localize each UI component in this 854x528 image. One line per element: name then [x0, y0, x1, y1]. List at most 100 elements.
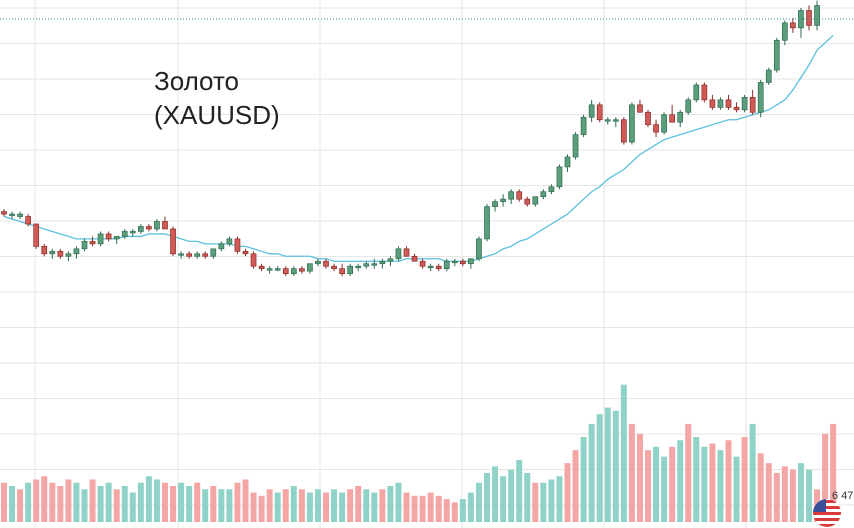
candle	[653, 119, 659, 138]
volume-bar	[81, 489, 88, 522]
volume-bar	[733, 456, 740, 522]
candle-body	[65, 253, 72, 257]
candle	[612, 117, 619, 128]
candle-body	[709, 99, 716, 108]
candle-body	[484, 206, 490, 240]
volume-bar	[210, 486, 217, 522]
candle-body	[73, 248, 80, 255]
candle	[693, 82, 700, 103]
volume-bars	[1, 384, 837, 522]
candle-body	[492, 201, 498, 207]
candle	[500, 194, 506, 207]
candle-body	[170, 228, 176, 255]
candle-body	[363, 263, 370, 267]
candle-body	[138, 226, 144, 232]
volume-bar	[250, 492, 257, 522]
candle-body	[653, 124, 659, 133]
candle	[717, 97, 724, 110]
volume-bar	[717, 450, 724, 522]
candle	[371, 258, 378, 269]
volume-bar	[797, 463, 804, 522]
candle	[162, 216, 168, 230]
candle-body	[234, 238, 241, 252]
volume-bar	[258, 495, 265, 522]
volume-bar	[661, 456, 668, 522]
candle-body	[814, 5, 820, 26]
volume-bar	[218, 489, 225, 522]
volume-bar	[266, 489, 273, 522]
volume-bar	[371, 492, 378, 522]
candle	[186, 251, 192, 259]
candle-body	[500, 198, 506, 203]
volume-bar	[556, 476, 563, 522]
volume-bar	[435, 495, 442, 522]
volume-bar	[572, 450, 579, 522]
volume-bar	[725, 440, 732, 522]
volume-bar	[677, 440, 684, 522]
candle	[765, 67, 772, 85]
candle	[274, 266, 281, 272]
candle	[701, 82, 708, 103]
candle-body	[355, 265, 362, 269]
candle-body	[129, 231, 136, 234]
candle	[282, 266, 289, 277]
candle	[508, 189, 514, 205]
volume-bar	[508, 469, 515, 522]
candle-body	[604, 119, 611, 122]
candle-body	[443, 260, 450, 270]
candle	[596, 102, 603, 123]
volume-bar	[162, 482, 168, 522]
candle-body	[282, 268, 289, 275]
candle-body	[218, 243, 225, 250]
candle-body	[798, 10, 804, 29]
candle-body	[347, 265, 353, 275]
candle	[476, 236, 482, 262]
volume-bar	[41, 476, 48, 522]
volume-bar	[596, 414, 603, 522]
volume-bar	[475, 482, 482, 522]
candle	[677, 109, 684, 128]
candle-body	[41, 245, 48, 255]
candle	[741, 94, 748, 113]
volume-bar	[129, 492, 136, 522]
candle	[443, 258, 450, 272]
candle-body	[629, 104, 635, 143]
candle	[725, 94, 732, 110]
candle-body	[749, 97, 756, 113]
candle	[773, 37, 780, 73]
candle	[379, 258, 386, 269]
chart-title-line1: Золото	[154, 66, 240, 96]
candle-body	[33, 223, 40, 247]
volume-bar	[532, 482, 539, 522]
candle	[556, 164, 563, 190]
candle-body	[387, 258, 394, 262]
volume-bar	[620, 384, 627, 522]
candle-body	[202, 253, 209, 257]
volume-bar	[419, 495, 426, 522]
candle-body	[113, 236, 120, 240]
candle	[57, 248, 64, 259]
candle-body	[210, 248, 217, 257]
volume-bar	[564, 463, 571, 522]
candle-body	[733, 106, 740, 111]
candle	[572, 132, 579, 160]
candle-body	[121, 231, 128, 237]
chart-title: Золото (XAUUSD)	[154, 64, 280, 132]
candle-body	[315, 260, 321, 265]
volume-bar	[830, 423, 837, 522]
candle	[331, 263, 337, 272]
volume-bar	[387, 486, 394, 522]
candle	[669, 104, 676, 123]
candle-body	[379, 260, 386, 265]
candle	[709, 94, 716, 110]
candle-body	[49, 250, 56, 255]
candle	[637, 99, 643, 113]
candles	[1, 0, 820, 277]
candle	[194, 251, 201, 259]
candle-body	[250, 253, 257, 267]
candle	[339, 263, 345, 277]
candle-body	[97, 233, 104, 245]
candle	[645, 109, 651, 128]
